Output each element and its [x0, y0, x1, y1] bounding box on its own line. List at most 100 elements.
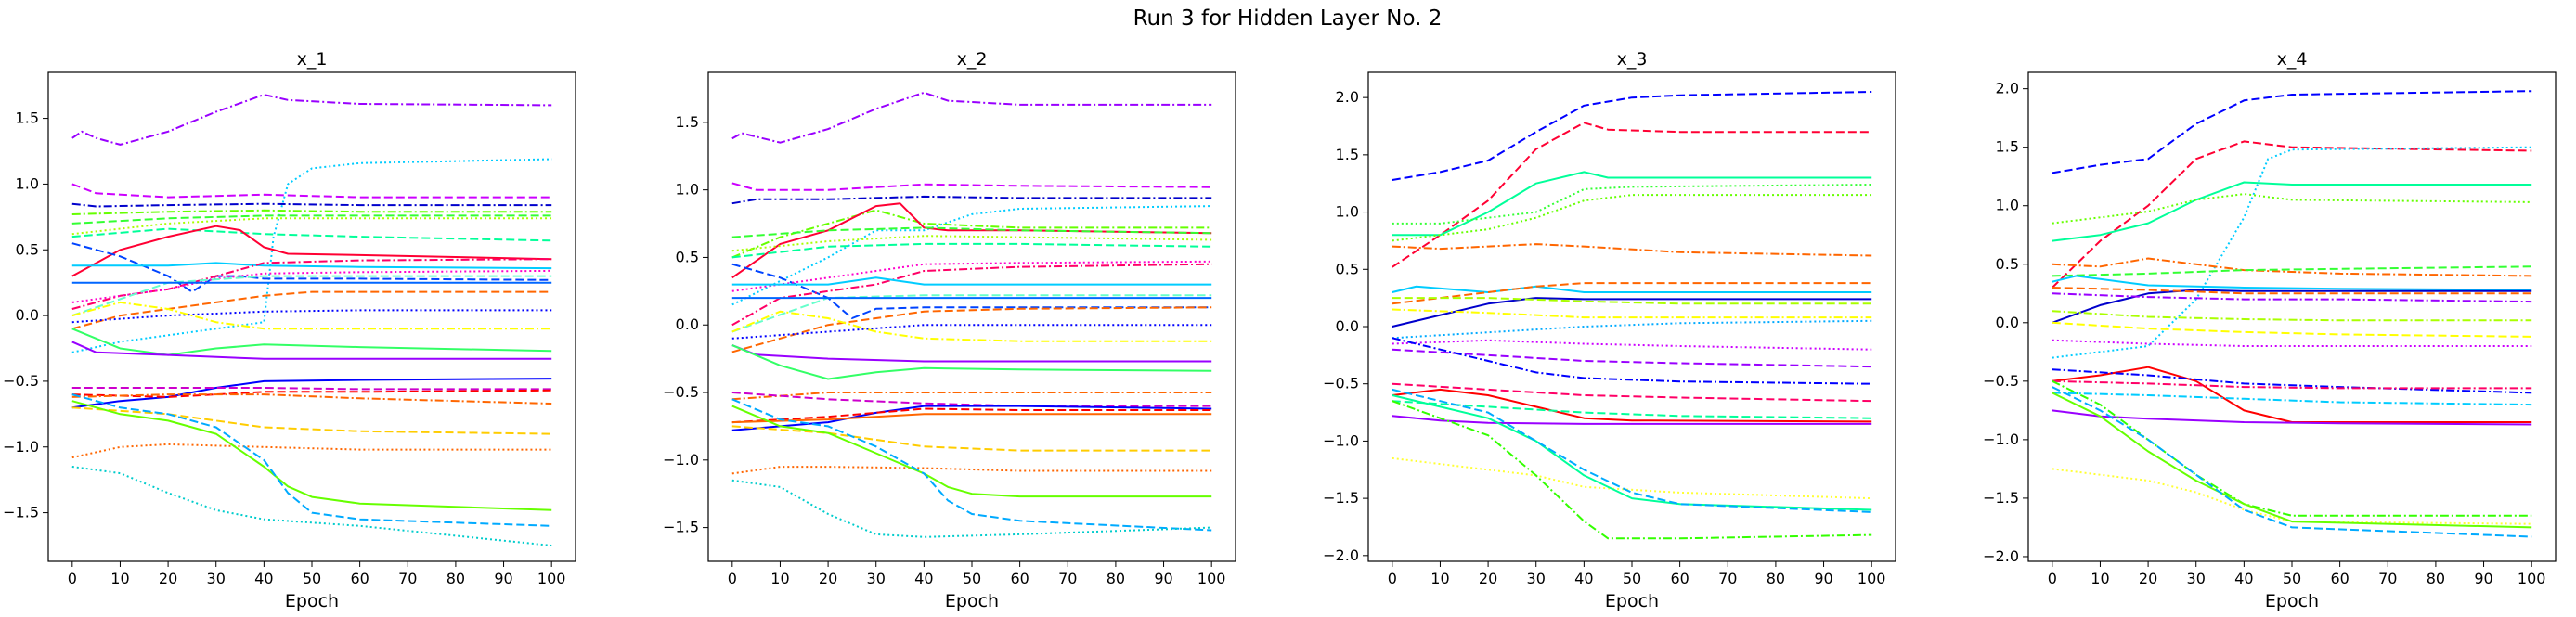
series-line [2052, 292, 2532, 303]
y-tick-label: 0.5 [676, 248, 699, 265]
series-line [1392, 308, 1872, 319]
series-line [71, 290, 552, 330]
x-tick-label: 70 [2378, 570, 2397, 587]
series-line [731, 263, 1212, 319]
series-line [731, 392, 1212, 401]
series-line [731, 202, 1212, 279]
y-tick-label: 1.0 [16, 174, 39, 192]
y-tick-label: −0.5 [3, 372, 39, 390]
series-line [1392, 184, 1872, 225]
series-line [71, 309, 552, 324]
series-line [2052, 193, 2532, 225]
x-tick-label: 40 [914, 570, 933, 587]
y-tick-label: 0.0 [676, 315, 699, 333]
series-line [1392, 400, 1872, 419]
x-tick-label: 10 [1430, 570, 1449, 587]
series-line [731, 205, 1212, 306]
series-line [71, 258, 552, 310]
series-line [2052, 321, 2532, 338]
series-line [71, 269, 552, 303]
series-line [2052, 275, 2532, 291]
y-tick-label: 1.5 [1996, 138, 2019, 156]
x-tick-label: 40 [1574, 570, 1593, 587]
series-line [1392, 171, 1872, 237]
y-tick-label: 2.0 [1336, 88, 1359, 106]
series-line [731, 405, 1212, 431]
y-tick-label: 1.5 [1336, 146, 1359, 163]
x-tick-label: 100 [537, 570, 566, 587]
x-tick-label: 50 [963, 570, 981, 587]
chart-panels: 0 10 20 30 40 50 60 70 80 90 100−1.5−1.0−0.50.00.5… [3, 49, 2557, 611]
x-tick-label: 30 [867, 570, 886, 587]
series-line [71, 406, 552, 435]
x-tick-label: 90 [2474, 570, 2492, 587]
series-line [2052, 181, 2532, 242]
series-line [731, 466, 1212, 475]
series-line [731, 392, 1212, 407]
x-tick-label: 60 [1010, 570, 1029, 587]
x-tick-label: 40 [254, 570, 273, 587]
x-tick-label: 50 [1623, 570, 1641, 587]
series-line [2052, 392, 2532, 529]
series-group [71, 94, 552, 546]
y-tick-label: 0.0 [1336, 317, 1359, 335]
figure-suptitle: Run 3 for Hidden Layer No. 2 [1133, 6, 1443, 31]
series-line [2052, 146, 2532, 359]
series-line [1392, 388, 1872, 513]
series-line [731, 209, 1212, 259]
axes-frame [47, 71, 576, 562]
y-tick-label: 0.0 [16, 306, 39, 324]
y-tick-label: −0.5 [1983, 372, 2019, 390]
series-line [1392, 282, 1872, 305]
series-line [1392, 382, 1872, 403]
series-line [731, 260, 1212, 292]
x-tick-label: 60 [350, 570, 369, 587]
y-tick-label: −1.0 [1983, 431, 2019, 448]
series-line [71, 393, 552, 527]
x-tick-label: 80 [2427, 570, 2445, 587]
series-line [71, 94, 552, 146]
series-line [2052, 257, 2532, 277]
y-tick-label: 0.5 [1996, 255, 2019, 273]
panel-title: x_4 [2277, 49, 2308, 70]
series-line [731, 479, 1212, 538]
series-line [71, 217, 552, 236]
series-line [731, 306, 1212, 353]
series-line [1392, 388, 1872, 423]
series-line [731, 398, 1212, 532]
series-line [71, 400, 552, 511]
series-line [731, 294, 1212, 333]
x-tick-label: 60 [2330, 570, 2349, 587]
series-line [1392, 91, 1872, 181]
chart-panel-3: 0 10 20 30 40 50 60 70 80 90 100 −2.0 −1.5 −1.0 −0.5 0.… [1323, 49, 1896, 611]
series-line [1392, 400, 1872, 540]
series-line [1392, 297, 1872, 305]
series-group [731, 91, 1212, 538]
series-line [71, 262, 552, 270]
series-line [71, 301, 552, 330]
series-line [1392, 122, 1872, 268]
x-axis-label: Epoch [945, 591, 999, 611]
series-line [731, 344, 1212, 363]
series-line [71, 328, 552, 356]
series-line [71, 183, 552, 199]
series-line [2052, 392, 2532, 406]
series-line [731, 407, 1212, 424]
y-tick-label: 1.0 [1996, 197, 2019, 214]
y-tick-label: 1.0 [1336, 203, 1359, 221]
series-line [1392, 415, 1872, 425]
y-tick-label: 0.0 [1996, 314, 2019, 331]
x-tick-label: 40 [2234, 570, 2253, 587]
series-line [2052, 310, 2532, 322]
chart-panel-4: 0 10 20 30 40 50 60 70 80 90 100 −2.0 −1.5 −1.0 −0.5 0.… [1983, 49, 2557, 611]
y-tick-label: −2.0 [1323, 546, 1359, 564]
y-tick-label: −1.0 [663, 451, 699, 469]
x-axis-label: Epoch [1605, 591, 1659, 611]
x-tick-label: 70 [1718, 570, 1737, 587]
series-line [71, 209, 552, 215]
x-tick-label: 90 [1154, 570, 1172, 587]
series-line [71, 225, 552, 277]
x-tick-label: 70 [1058, 570, 1077, 587]
y-tick-label: 0.5 [1336, 260, 1359, 277]
series-line [71, 341, 552, 360]
